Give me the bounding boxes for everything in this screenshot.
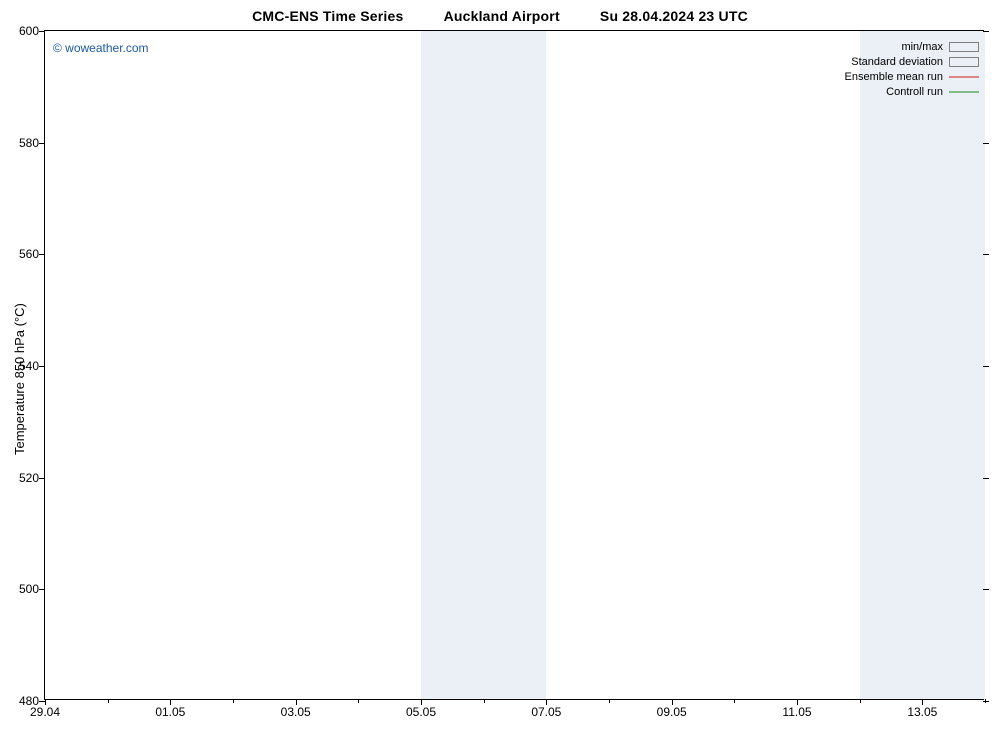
ytick-mark [983,254,989,255]
title-valid: Su 28.04.2024 23 UTC [600,8,748,24]
chart-title: CMC-ENS Time Series Auckland Airport Su … [0,8,1000,24]
xtick-mark-minor [609,699,610,703]
xtick-mark [672,699,673,705]
ytick-mark [983,701,989,702]
legend-label: Controll run [886,86,949,98]
chart-container: CMC-ENS Time Series Auckland Airport Su … [0,0,1000,733]
shaded-band [452,31,546,699]
xtick-mark [421,699,422,705]
ytick-mark [39,366,45,367]
xtick-mark [170,699,171,705]
xtick-mark [797,699,798,705]
ytick-mark [983,143,989,144]
ytick-mark [39,254,45,255]
legend-label: min/max [901,41,949,53]
ytick-mark [39,31,45,32]
title-location: Auckland Airport [444,8,560,24]
xtick-mark [546,699,547,705]
legend-item: min/max [845,39,979,54]
ytick-mark [983,31,989,32]
xtick-mark [922,699,923,705]
legend: min/max Standard deviation Ensemble mean r… [845,39,979,99]
xtick-mark-minor [734,699,735,703]
legend-swatch [949,41,979,53]
y-axis-label: Temperature 850 hPa (°C) [12,303,27,455]
legend-label: Ensemble mean run [845,71,949,83]
shaded-band [421,31,452,699]
xtick-mark-minor [233,699,234,703]
title-product: CMC-ENS Time Series [252,8,403,24]
ytick-mark [39,589,45,590]
ytick-mark [39,478,45,479]
xtick-mark-minor [985,699,986,703]
watermark: © woweather.com [53,41,149,55]
shaded-band [891,31,985,699]
xtick-mark [45,699,46,705]
xtick-mark-minor [484,699,485,703]
xtick-mark [296,699,297,705]
xtick-mark-minor [108,699,109,703]
legend-swatch [949,71,979,83]
legend-item: Standard deviation [845,54,979,69]
legend-swatch [949,86,979,98]
xtick-mark-minor [358,699,359,703]
ytick-mark [983,366,989,367]
plot-area: © woweather.com min/max Standard deviatio… [44,30,984,700]
ytick-mark [39,143,45,144]
ytick-mark [983,478,989,479]
ytick-mark [983,589,989,590]
legend-label: Standard deviation [851,56,949,68]
legend-item: Controll run [845,84,979,99]
xtick-mark-minor [860,699,861,703]
legend-item: Ensemble mean run [845,69,979,84]
legend-swatch [949,56,979,68]
shaded-band [860,31,891,699]
